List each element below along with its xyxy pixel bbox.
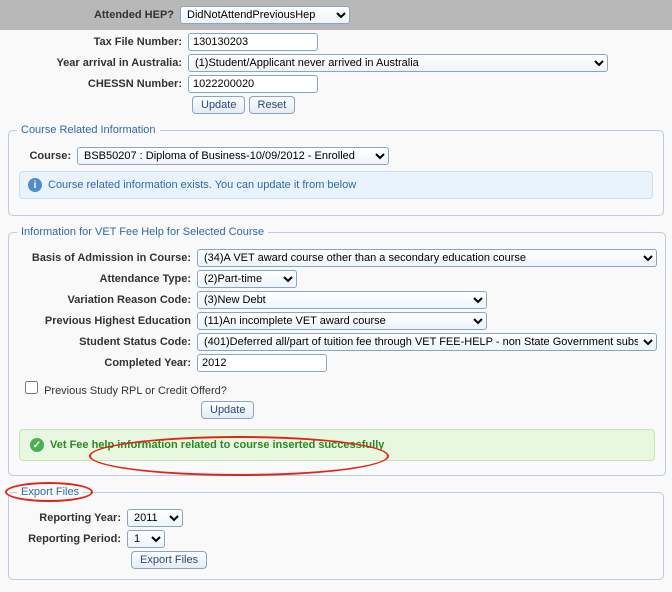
success-bar: ✓ Vet Fee help information related to co… xyxy=(19,429,655,461)
vet-legend: Information for VET Fee Help for Selecte… xyxy=(17,226,268,238)
vet-fieldset: Information for VET Fee Help for Selecte… xyxy=(8,226,666,476)
reporting-year-select[interactable]: 2011 xyxy=(127,509,183,527)
prev-edu-label: Previous Highest Education xyxy=(17,315,197,327)
chessn-input[interactable] xyxy=(188,75,318,93)
basis-select[interactable]: (34)A VET award course other than a seco… xyxy=(197,249,657,267)
reset-button[interactable]: Reset xyxy=(249,96,296,114)
page-root: Attended HEP? DidNotAttendPreviousHep Ta… xyxy=(8,0,664,580)
tfn-input[interactable] xyxy=(188,33,318,51)
completed-input[interactable] xyxy=(197,354,327,372)
course-fieldset: Course Related Information Course: BSB50… xyxy=(8,124,664,216)
attendance-label: Attendance Type: xyxy=(17,273,197,285)
year-arrival-label: Year arrival in Australia: xyxy=(8,57,188,69)
course-info-text: Course related information exists. You c… xyxy=(48,179,356,191)
course-info-bar: i Course related information exists. You… xyxy=(19,171,653,199)
attended-hep-select[interactable]: DidNotAttendPreviousHep xyxy=(180,6,350,24)
prev-edu-select[interactable]: (11)An incomplete VET award course xyxy=(197,312,487,330)
attendance-select[interactable]: (2)Part-time xyxy=(197,270,297,288)
update-button-top[interactable]: Update xyxy=(192,96,245,114)
reporting-period-select[interactable]: 1 xyxy=(127,530,165,548)
tfn-label: Tax File Number: xyxy=(8,36,188,48)
course-legend: Course Related Information xyxy=(17,124,160,136)
variation-label: Variation Reason Code: xyxy=(17,294,197,306)
update-button-vet[interactable]: Update xyxy=(201,401,254,419)
completed-label: Completed Year: xyxy=(17,357,197,369)
chessn-label: CHESSN Number: xyxy=(8,78,188,90)
reporting-year-label: Reporting Year: xyxy=(17,512,127,524)
export-files-button[interactable]: Export Files xyxy=(131,551,207,569)
status-label: Student Status Code: xyxy=(17,336,197,348)
top-gray-band: Attended HEP? DidNotAttendPreviousHep xyxy=(0,0,672,30)
check-icon: ✓ xyxy=(30,438,44,452)
info-icon: i xyxy=(28,178,42,192)
variation-select[interactable]: (3)New Debt xyxy=(197,291,487,309)
rpl-checkbox[interactable] xyxy=(25,381,38,394)
export-legend: Export Files xyxy=(17,486,83,498)
attended-hep-label: Attended HEP? xyxy=(0,9,180,21)
course-select[interactable]: BSB50207 : Diploma of Business-10/09/201… xyxy=(77,147,389,165)
rpl-checkbox-label: Previous Study RPL or Credit Offerd? xyxy=(44,385,227,397)
reporting-period-label: Reporting Period: xyxy=(17,533,127,545)
status-select[interactable]: (401)Deferred all/part of tuition fee th… xyxy=(197,333,657,351)
year-arrival-select[interactable]: (1)Student/Applicant never arrived in Au… xyxy=(188,54,608,72)
success-text: Vet Fee help information related to cour… xyxy=(50,439,384,451)
basis-label: Basis of Admission in Course: xyxy=(17,252,197,264)
course-label: Course: xyxy=(17,150,77,162)
